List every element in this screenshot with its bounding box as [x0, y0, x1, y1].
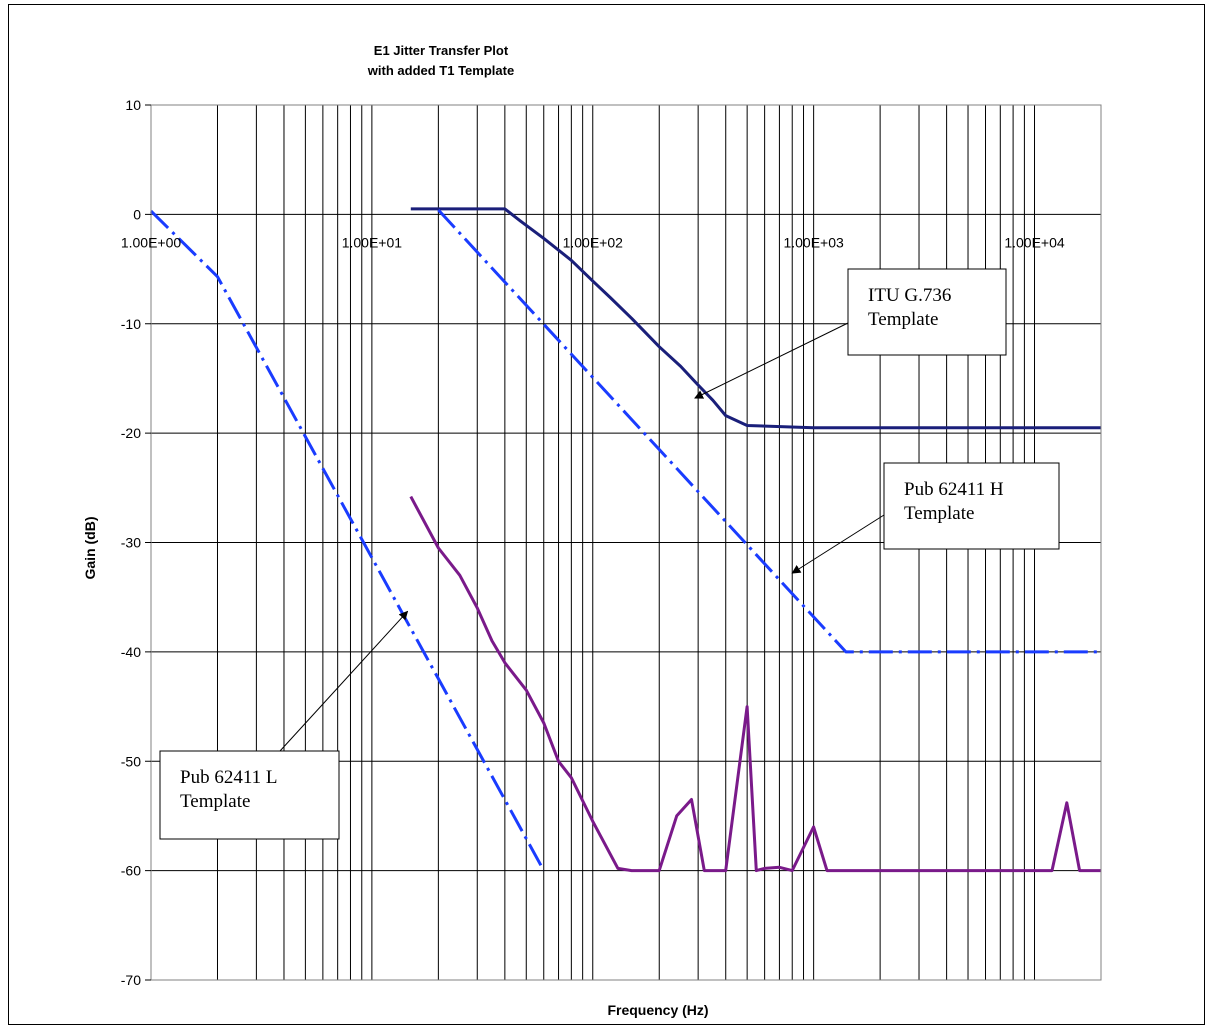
series-line-itu: [410, 207, 1101, 430]
series-layer: [149, 207, 1101, 873]
chart-title: E1 Jitter Transfer Plot: [374, 43, 509, 58]
callout-label: Template: [180, 791, 250, 812]
callout-label: ITU G.736: [868, 285, 951, 306]
y-tick-label: 10: [125, 97, 141, 113]
callout-arrow: [279, 610, 409, 752]
x-tick-label: 1.00E+02: [563, 234, 624, 250]
series-line-measured: [409, 495, 1101, 873]
callout-box: [159, 750, 340, 840]
tick-layer: 10 0 -10 -20 -30 -40 -50 -60 -70 1.00E+00 1.00E+01…: [121, 97, 1065, 988]
callout-layer: ITU G.736 Template Pub 62411 H Template Pub …: [159, 268, 1060, 840]
chart-svg: 10 0 -10 -20 -30 -40 -50 -60 -70 1.00E+00 1.00E+01…: [82, 43, 1102, 1018]
series-line-pub_l: [149, 210, 546, 872]
y-tick-label: 0: [133, 206, 141, 222]
chart-frame: 10 0 -10 -20 -30 -40 -50 -60 -70 1.00E+00 1.00E+01…: [8, 4, 1205, 1025]
y-tick-label: -70: [121, 972, 141, 988]
x-tick-label: 1.00E+03: [783, 234, 844, 250]
y-tick-label: -40: [121, 644, 141, 660]
callout-label: Pub 62411 L: [180, 767, 277, 788]
callout-arrow: [791, 514, 885, 574]
y-tick-label: -20: [121, 425, 141, 441]
x-tick-label: 1.00E+01: [342, 234, 403, 250]
callout-box: [847, 268, 1007, 356]
x-tick-label: 1.00E+04: [1004, 234, 1065, 250]
x-axis-label: Frequency (Hz): [607, 1002, 708, 1018]
y-tick-label: -50: [121, 753, 141, 769]
series-line-pub_h: [437, 208, 1101, 654]
callout-label: Pub 62411 H: [904, 479, 1004, 500]
x-tick-label: 1.00E+00: [121, 234, 182, 250]
callout-box: [883, 462, 1060, 550]
y-tick-label: -10: [121, 316, 141, 332]
y-tick-label: -60: [121, 863, 141, 879]
callout-arrow: [694, 322, 849, 399]
chart-subtitle: with added T1 Template: [367, 63, 514, 78]
callout-label: Template: [868, 309, 938, 330]
y-axis-label: Gain (dB): [82, 517, 98, 580]
callout-label: Template: [904, 503, 974, 524]
y-tick-label: -30: [121, 535, 141, 551]
